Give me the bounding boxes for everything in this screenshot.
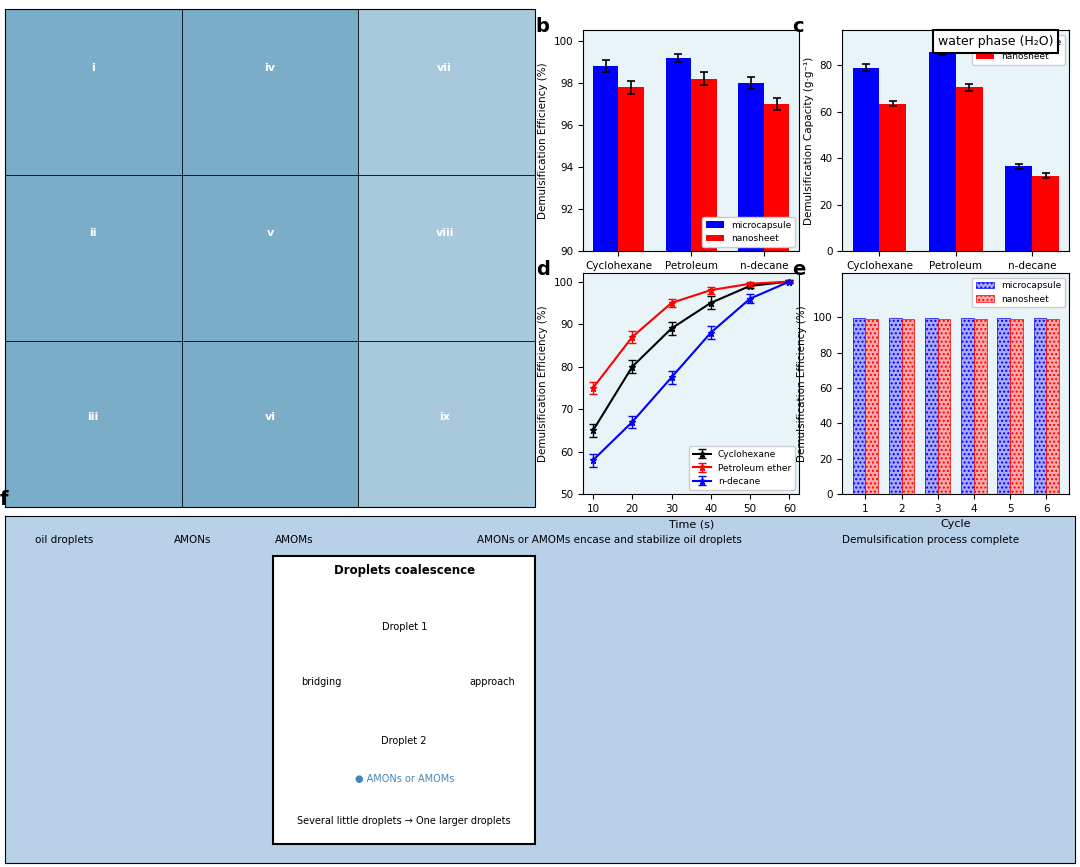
Bar: [853, 318, 865, 494]
Bar: [619, 88, 644, 867]
Text: i: i: [91, 63, 95, 74]
Text: Droplet 1: Droplet 1: [381, 622, 427, 632]
Text: b: b: [536, 17, 550, 36]
Bar: [902, 319, 914, 494]
Text: ii: ii: [89, 228, 96, 238]
Bar: [961, 318, 974, 494]
Text: Several little droplets → One larger droplets: Several little droplets → One larger dro…: [297, 816, 511, 826]
Bar: [1005, 166, 1032, 251]
Bar: [5, 9, 359, 507]
Text: Demulsification process complete: Demulsification process complete: [841, 535, 1018, 545]
Bar: [593, 66, 619, 867]
Bar: [974, 319, 986, 494]
Bar: [739, 83, 764, 867]
Text: iii: iii: [87, 413, 98, 422]
Text: ix: ix: [440, 413, 450, 422]
X-axis label: Time (s): Time (s): [669, 519, 714, 530]
Text: v: v: [267, 228, 273, 238]
Text: Droplet 2: Droplet 2: [381, 736, 427, 746]
Bar: [1032, 176, 1058, 251]
Bar: [1010, 319, 1023, 494]
Bar: [998, 318, 1010, 494]
Text: Droplets coalescence: Droplets coalescence: [334, 564, 475, 577]
Legend: microcapsule, nanosheet: microcapsule, nanosheet: [972, 35, 1065, 65]
Text: d: d: [536, 260, 550, 279]
Bar: [665, 58, 691, 867]
Text: f: f: [0, 490, 9, 509]
Bar: [937, 319, 950, 494]
Text: vi: vi: [265, 413, 275, 422]
Bar: [956, 88, 983, 251]
Text: c: c: [793, 17, 805, 36]
Bar: [929, 53, 956, 251]
Y-axis label: Demulsification Efficiency (%): Demulsification Efficiency (%): [538, 305, 549, 462]
Text: e: e: [793, 260, 806, 279]
Legend: microcapsule, nanosheet: microcapsule, nanosheet: [972, 277, 1065, 308]
X-axis label: Cycle: Cycle: [941, 519, 971, 530]
Bar: [1047, 319, 1058, 494]
Text: approach: approach: [469, 677, 515, 688]
Text: bridging: bridging: [300, 677, 341, 688]
Y-axis label: Demulsification Efficiency (%): Demulsification Efficiency (%): [538, 62, 549, 219]
Bar: [879, 104, 906, 251]
Text: water phase (H₂O): water phase (H₂O): [937, 35, 1053, 48]
Bar: [853, 68, 879, 251]
Text: AMONs or AMOMs encase and stabilize oil droplets: AMONs or AMOMs encase and stabilize oil …: [477, 535, 742, 545]
Bar: [1034, 318, 1047, 494]
Text: AMOMs: AMOMs: [274, 535, 313, 545]
FancyBboxPatch shape: [272, 556, 535, 844]
Bar: [359, 9, 535, 507]
Bar: [926, 318, 937, 494]
Text: viii: viii: [435, 228, 454, 238]
Legend: microcapsule, nanosheet: microcapsule, nanosheet: [702, 217, 795, 247]
Text: vii: vii: [437, 63, 453, 74]
Text: AMONs: AMONs: [174, 535, 212, 545]
Legend: Cyclohexane, Petroleum ether, n-decane: Cyclohexane, Petroleum ether, n-decane: [689, 447, 795, 490]
Bar: [889, 318, 902, 494]
Y-axis label: Demulsification Efficiency (%): Demulsification Efficiency (%): [797, 305, 808, 462]
Text: oil droplets: oil droplets: [35, 535, 93, 545]
Bar: [764, 104, 789, 867]
Bar: [691, 79, 717, 867]
Y-axis label: Demulsification Capacity (g·g⁻¹): Demulsification Capacity (g·g⁻¹): [804, 56, 814, 225]
Text: iv: iv: [265, 63, 275, 74]
Text: ● AMONs or AMOMs: ● AMONs or AMOMs: [354, 774, 454, 785]
Bar: [865, 319, 878, 494]
